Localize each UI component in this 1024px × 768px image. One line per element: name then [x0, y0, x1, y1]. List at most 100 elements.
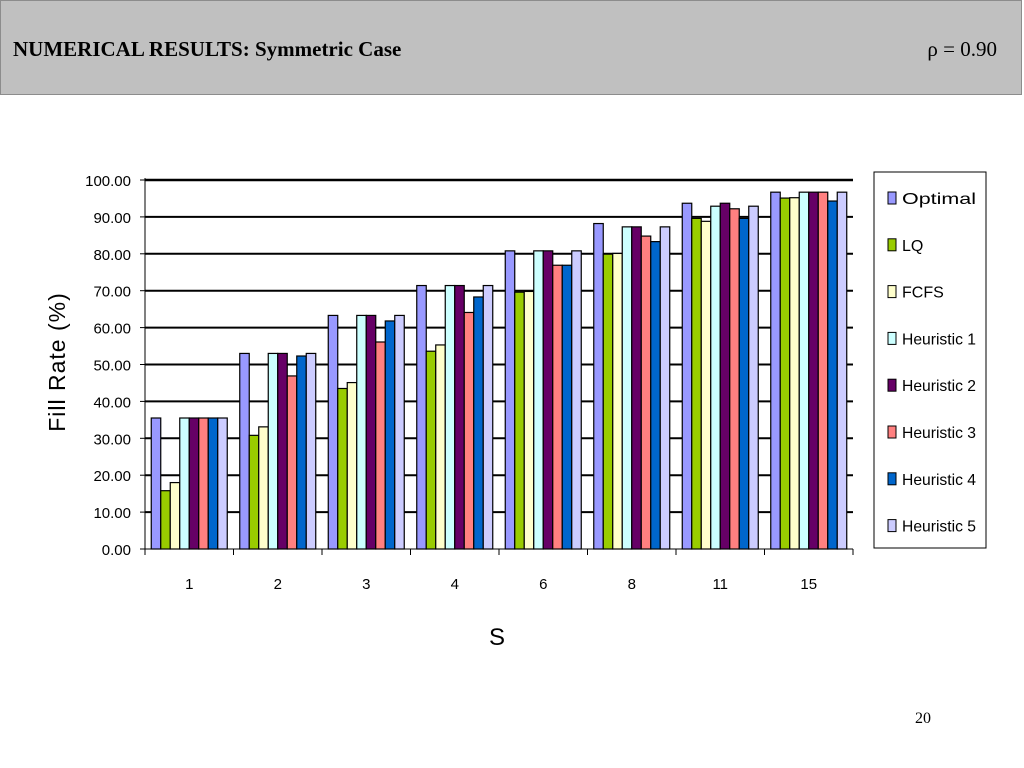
- bar: [207, 417, 219, 550]
- legend-swatch: [887, 331, 897, 345]
- x-tick-label: 3: [362, 576, 370, 593]
- bar: [160, 490, 171, 550]
- bar: [808, 191, 819, 550]
- y-tick-label: 0.00: [102, 542, 131, 559]
- y-tick-label: 20.00: [93, 468, 131, 485]
- bar: [463, 311, 475, 550]
- bar: [779, 197, 791, 550]
- bar: [346, 381, 358, 550]
- y-tick-label: 90.00: [93, 210, 131, 227]
- y-tick-label: 40.00: [93, 394, 131, 411]
- bar: [710, 205, 721, 550]
- bar: [435, 344, 446, 550]
- legend-label: Heuristic 1: [902, 331, 976, 348]
- bar: [770, 191, 781, 550]
- bar: [729, 208, 740, 550]
- bar: [286, 375, 298, 550]
- bar: [384, 320, 396, 550]
- y-axis-label: Fill Rate (%): [44, 292, 70, 432]
- bar: [454, 284, 465, 550]
- bar: [602, 253, 614, 550]
- bar: [719, 202, 731, 550]
- bar: [267, 352, 279, 550]
- bar: [365, 314, 377, 550]
- bar: [691, 217, 702, 550]
- bar: [416, 284, 427, 550]
- x-tick-label: 15: [800, 576, 817, 593]
- bar: [217, 417, 228, 550]
- y-tick-label: 70.00: [93, 284, 131, 301]
- bar: [593, 222, 604, 550]
- legend-swatch: [887, 191, 897, 205]
- bar: [444, 284, 456, 550]
- bar: [473, 296, 484, 550]
- bar: [640, 235, 652, 550]
- y-tick-label: 80.00: [93, 247, 131, 264]
- bar: [523, 290, 535, 550]
- y-tick-label: 10.00: [93, 505, 131, 522]
- bar: [394, 314, 405, 550]
- bar: [798, 191, 810, 550]
- legend: [873, 171, 987, 549]
- bar: [482, 284, 494, 550]
- bar: [179, 417, 190, 550]
- bar: [533, 250, 544, 550]
- legend-swatch: [887, 519, 897, 533]
- bar: [258, 426, 269, 550]
- bar: [150, 417, 162, 550]
- bar: [188, 417, 200, 550]
- legend-label: Optimal: [902, 191, 976, 208]
- x-tick-label: 4: [451, 576, 459, 593]
- bar: [681, 202, 693, 550]
- bar: [327, 314, 339, 550]
- x-tick-label: 1: [185, 576, 193, 593]
- bar: [337, 387, 348, 550]
- bar: [612, 252, 623, 550]
- bar: [789, 197, 800, 550]
- legend-swatch: [887, 238, 897, 252]
- legend-label: Heuristic 5: [902, 519, 976, 536]
- bar: [650, 241, 661, 550]
- x-tick-label: 6: [539, 576, 547, 593]
- slide-header: NUMERICAL RESULTS: Symmetric Case ρ = 0.…: [0, 0, 1022, 95]
- legend-swatch: [887, 285, 897, 299]
- bar: [248, 434, 260, 550]
- bar: [542, 250, 554, 550]
- page-number: 20: [915, 710, 931, 727]
- bar: [514, 291, 525, 550]
- legend-swatch: [887, 425, 897, 439]
- bar: [659, 226, 671, 550]
- bar: [239, 352, 250, 550]
- bar: [738, 217, 750, 550]
- bar: [561, 264, 573, 550]
- bar: [552, 264, 563, 550]
- bar: [827, 200, 838, 550]
- legend-label: Heuristic 4: [902, 472, 976, 489]
- legend-label: Heuristic 3: [902, 425, 976, 442]
- bar: [198, 417, 209, 550]
- rho-parameter: ρ = 0.90: [927, 37, 997, 61]
- bar: [817, 191, 829, 550]
- bar: [631, 226, 642, 550]
- x-tick-label: 11: [712, 576, 728, 593]
- legend-label: Heuristic 2: [902, 378, 976, 395]
- bar: [356, 314, 367, 550]
- bar: [425, 350, 437, 550]
- bar: [700, 220, 712, 550]
- bar: [169, 481, 181, 550]
- y-tick-label: 30.00: [93, 431, 131, 448]
- bar: [571, 250, 582, 550]
- bar: [277, 352, 288, 550]
- x-tick-label: 8: [628, 576, 636, 593]
- bar: [296, 355, 307, 550]
- y-tick-label: 100.00: [85, 173, 131, 190]
- y-tick-label: 50.00: [93, 358, 131, 375]
- legend-label: LQ: [902, 238, 923, 255]
- bar: [621, 226, 633, 550]
- legend-swatch: [887, 472, 897, 486]
- legend-swatch: [887, 378, 897, 392]
- x-tick-label: 2: [274, 576, 282, 593]
- legend-label: FCFS: [902, 285, 944, 302]
- bar: [748, 205, 759, 550]
